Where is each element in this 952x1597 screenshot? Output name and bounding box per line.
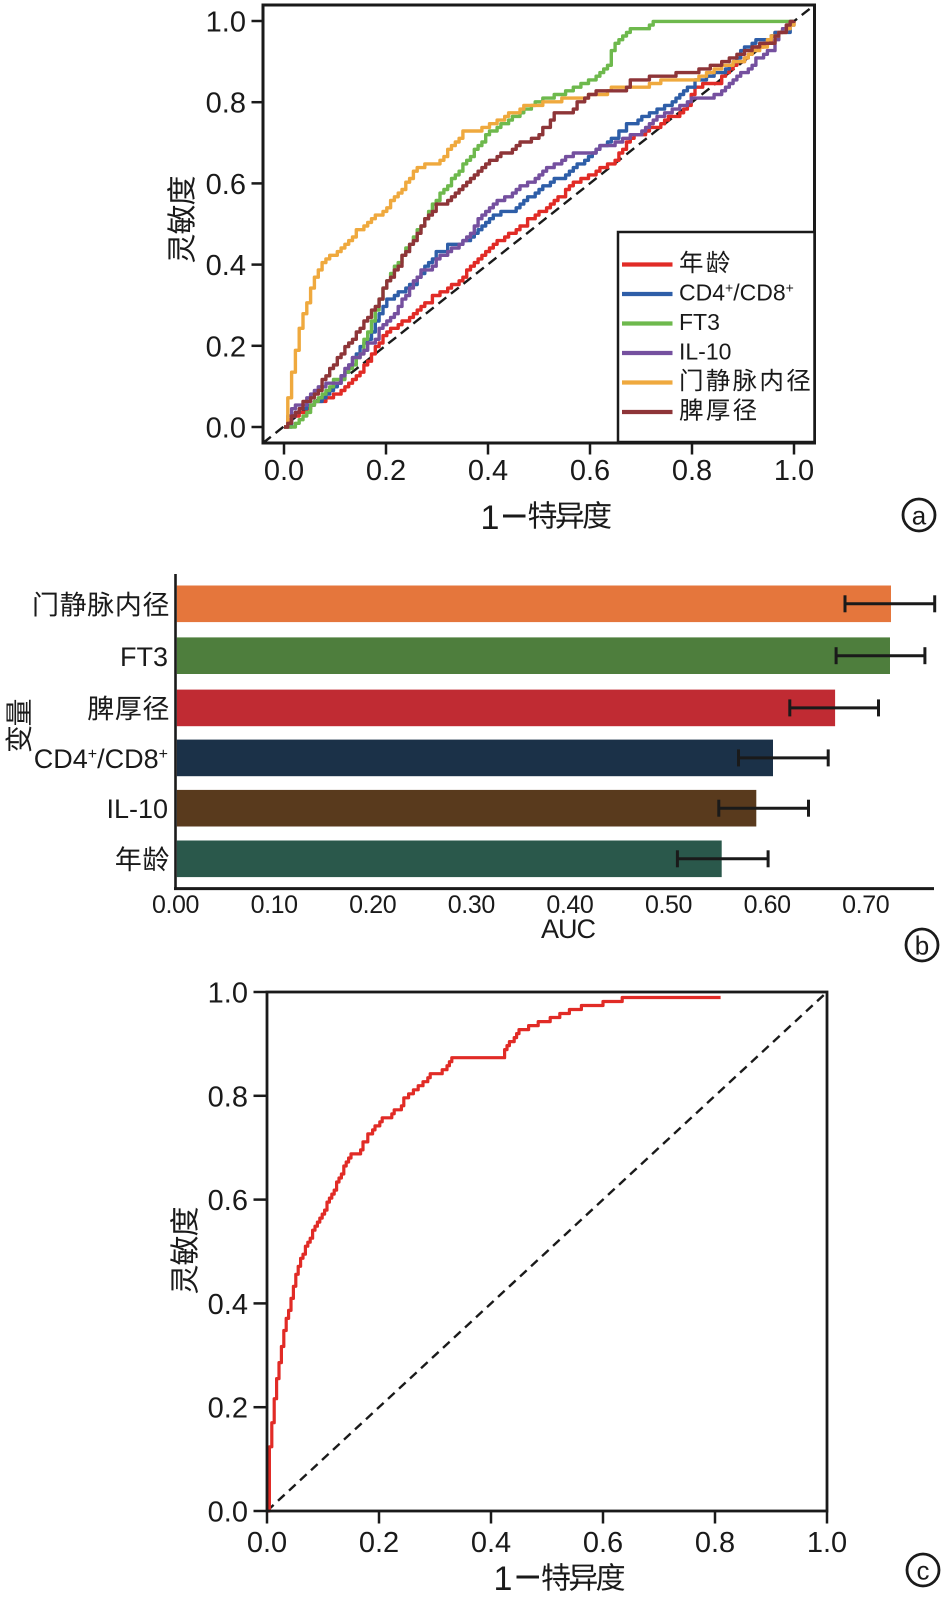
svg-text:0.30: 0.30 [448,891,495,919]
svg-text:0.70: 0.70 [842,891,889,919]
svg-text:b: b [915,931,929,961]
svg-text:0.4: 0.4 [208,1289,248,1321]
svg-text:0.8: 0.8 [208,1081,248,1113]
svg-text:0.2: 0.2 [359,1527,399,1559]
svg-text:0.2: 0.2 [208,1393,248,1425]
svg-text:0.6: 0.6 [570,455,610,487]
svg-text:0.0: 0.0 [206,413,246,445]
svg-text:0.0: 0.0 [208,1497,248,1529]
svg-text:1.0: 1.0 [208,978,248,1010]
svg-text:0.4: 0.4 [471,1527,511,1559]
svg-text:0.0: 0.0 [264,455,304,487]
svg-text:0.20: 0.20 [349,891,396,919]
svg-text:0.0: 0.0 [247,1527,287,1559]
svg-text:0.6: 0.6 [208,1185,248,1217]
svg-text:0.4: 0.4 [206,250,246,282]
svg-text:IL-10: IL-10 [106,794,168,824]
svg-text:1: 1 [494,1560,513,1592]
svg-text:1.0: 1.0 [807,1527,847,1559]
svg-text:0.8: 0.8 [672,455,712,487]
svg-text:0.00: 0.00 [152,891,199,919]
svg-text:0.2: 0.2 [366,455,406,487]
svg-text:a: a [912,501,927,531]
svg-text:0.2: 0.2 [206,331,246,363]
svg-text:0.60: 0.60 [744,891,791,919]
svg-text:0.4: 0.4 [468,455,508,487]
svg-text:AUC: AUC [541,914,596,944]
svg-text:0.6: 0.6 [206,169,246,201]
svg-text:0.6: 0.6 [583,1527,623,1559]
svg-text:0.10: 0.10 [251,891,298,919]
svg-text:FT3: FT3 [120,642,168,672]
svg-text:1.0: 1.0 [774,455,814,487]
svg-text:FT3: FT3 [679,309,720,335]
svg-text:1: 1 [481,499,500,537]
svg-text:0.8: 0.8 [695,1527,735,1559]
svg-text:CD4+/CD8+: CD4+/CD8+ [34,744,168,774]
svg-text:0.50: 0.50 [645,891,692,919]
svg-text:0.8: 0.8 [206,88,246,120]
svg-text:c: c [917,1556,930,1586]
svg-text:0.40: 0.40 [546,891,593,919]
svg-text:IL-10: IL-10 [679,339,731,365]
svg-text:1.0: 1.0 [206,7,246,39]
svg-text:CD4+/CD8+: CD4+/CD8+ [679,280,794,306]
